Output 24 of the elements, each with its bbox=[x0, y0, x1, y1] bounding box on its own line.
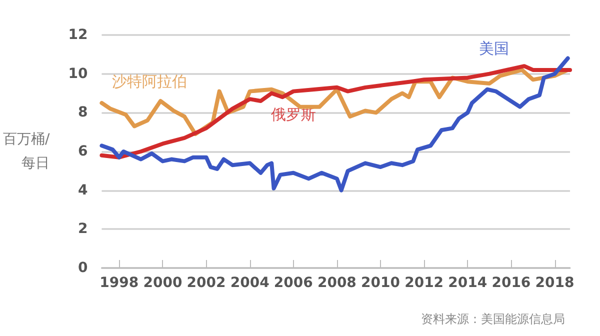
x-tick-label: 2004 bbox=[230, 275, 270, 291]
x-tick-label: 2000 bbox=[143, 275, 182, 291]
x-tick-label: 2008 bbox=[317, 275, 356, 291]
y-tick-label: 12 bbox=[68, 27, 88, 43]
line-series bbox=[100, 56, 570, 192]
line-series bbox=[100, 64, 572, 160]
text: 资料来源：美国能源信息局 bbox=[421, 312, 565, 326]
y-tick-label: 2 bbox=[78, 221, 88, 238]
y-axis-title: 百万桶/每日 bbox=[3, 132, 50, 172]
x-tick-label: 2016 bbox=[492, 275, 531, 291]
x-tick-label: 1998 bbox=[100, 275, 139, 291]
y-tick-label: 0 bbox=[78, 260, 88, 276]
y-tick-label: 10 bbox=[68, 66, 88, 82]
x-tick-label: 2006 bbox=[274, 275, 313, 291]
x-tick-label: 2018 bbox=[535, 275, 574, 291]
x-tick-label: 2010 bbox=[361, 275, 400, 291]
text: 美国 bbox=[478, 40, 509, 58]
y-tick-label: 4 bbox=[78, 182, 88, 198]
y-tick-label: 6 bbox=[78, 144, 88, 160]
y-tick-label: 8 bbox=[78, 104, 88, 121]
x-tick-label: 2002 bbox=[186, 275, 226, 291]
series-label: 沙特阿拉伯 bbox=[112, 72, 188, 91]
x-tick-label: 2014 bbox=[448, 275, 488, 291]
x-tick-label: 2012 bbox=[404, 275, 444, 291]
